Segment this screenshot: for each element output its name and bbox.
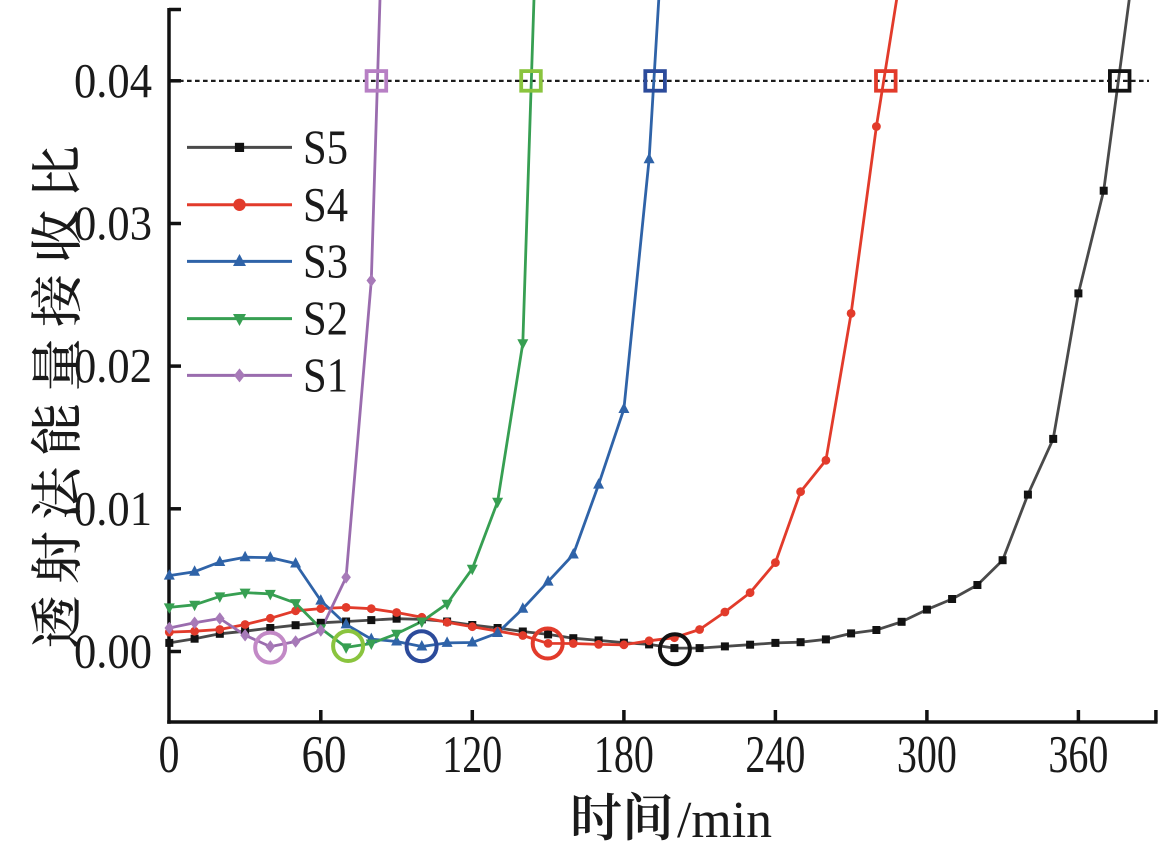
svg-text:/min: /min bbox=[677, 792, 772, 849]
svg-text:300: 300 bbox=[897, 726, 957, 784]
svg-text:0.01: 0.01 bbox=[74, 481, 152, 536]
svg-text:240: 240 bbox=[745, 726, 805, 784]
svg-text:120: 120 bbox=[442, 726, 502, 784]
svg-text:180: 180 bbox=[594, 726, 654, 784]
svg-text:S5: S5 bbox=[303, 119, 348, 174]
svg-text:0.03: 0.03 bbox=[74, 196, 152, 251]
svg-text:360: 360 bbox=[1048, 726, 1108, 784]
svg-text:0: 0 bbox=[159, 726, 180, 784]
svg-text:60: 60 bbox=[302, 726, 347, 784]
svg-text:0.00: 0.00 bbox=[74, 624, 152, 679]
svg-text:0.02: 0.02 bbox=[74, 338, 152, 393]
svg-text:S4: S4 bbox=[303, 177, 348, 232]
svg-text:S3: S3 bbox=[303, 233, 348, 288]
svg-text:0.04: 0.04 bbox=[74, 53, 152, 108]
svg-text:S2: S2 bbox=[303, 291, 348, 346]
svg-text:S1: S1 bbox=[303, 347, 348, 402]
